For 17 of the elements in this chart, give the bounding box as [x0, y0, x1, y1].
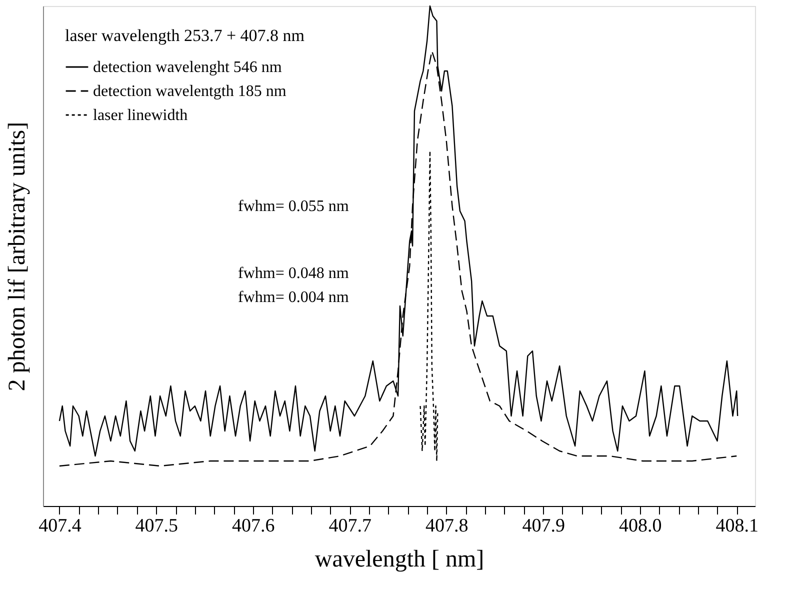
x-axis-title: wavelength [ nm] [314, 546, 484, 572]
x-tick-label: 407.5 [135, 516, 178, 536]
annotation: fwhm= 0.004 nm [238, 289, 350, 306]
x-tick-label: 407.7 [328, 516, 372, 536]
x-tick-label: 407.8 [426, 516, 468, 536]
x-tick-label: 408.1 [716, 516, 758, 536]
x-tick-label: 407.6 [232, 516, 275, 536]
legend-label: laser linewidth [93, 107, 188, 124]
annotation: fwhm= 0.055 nm [238, 198, 350, 215]
y-axis-title: 2 photon lif [arbitrary units] [4, 122, 30, 392]
annotation: fwhm= 0.048 nm [238, 265, 350, 282]
legend-label: detection wavelenght 546 nm [93, 59, 282, 76]
x-tick-label: 408.0 [619, 516, 662, 536]
legend-title: laser wavelength 253.7 + 407.8 nm [65, 26, 305, 45]
x-tick-label: 407.9 [522, 516, 566, 536]
x-tick-label: 407.4 [38, 516, 82, 536]
legend-label: detection wavelentgth 185 nm [93, 83, 287, 100]
